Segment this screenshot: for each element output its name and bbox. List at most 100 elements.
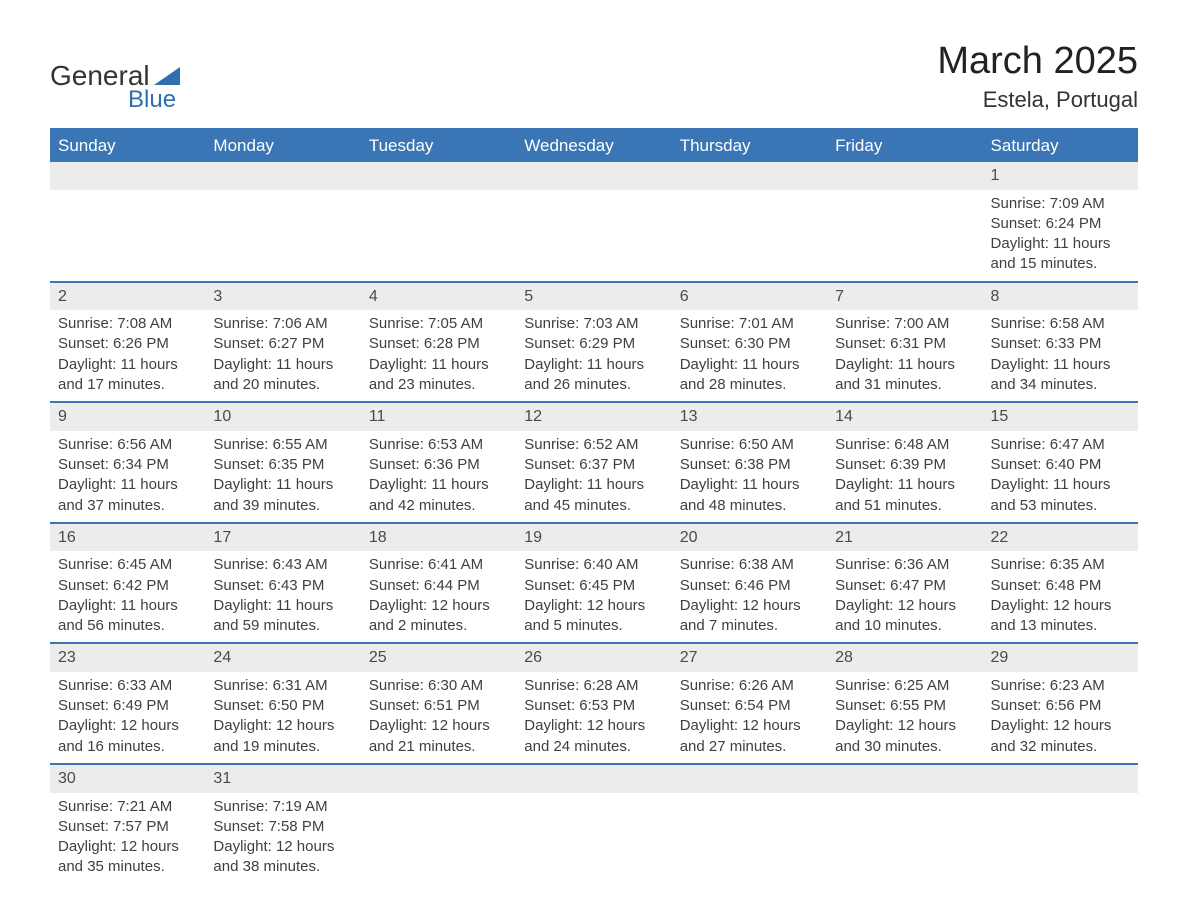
day-detail-cell: Sunrise: 6:23 AMSunset: 6:56 PMDaylight:… bbox=[983, 672, 1138, 764]
sunset-line: Sunset: 6:44 PM bbox=[369, 576, 508, 596]
sunset-line: Sunset: 6:56 PM bbox=[991, 696, 1130, 716]
daylight-line: Daylight: 12 hours and 5 minutes. bbox=[524, 596, 663, 637]
sunrise-line: Sunrise: 6:31 AM bbox=[213, 676, 352, 696]
sunrise-line: Sunrise: 6:47 AM bbox=[991, 435, 1130, 455]
daylight-line: Daylight: 11 hours and 23 minutes. bbox=[369, 355, 508, 396]
empty-detail-cell bbox=[361, 190, 516, 282]
daylight-line: Daylight: 12 hours and 19 minutes. bbox=[213, 716, 352, 757]
daynum-row: 1 bbox=[50, 162, 1138, 190]
empty-detail-cell bbox=[205, 190, 360, 282]
daylight-line: Daylight: 11 hours and 39 minutes. bbox=[213, 475, 352, 516]
day-number-cell: 19 bbox=[516, 523, 671, 552]
logo-word-blue: Blue bbox=[128, 86, 180, 114]
day-number-cell: 23 bbox=[50, 643, 205, 672]
daylight-line: Daylight: 11 hours and 15 minutes. bbox=[991, 234, 1130, 275]
sunrise-line: Sunrise: 6:52 AM bbox=[524, 435, 663, 455]
weekday-row: SundayMondayTuesdayWednesdayThursdayFrid… bbox=[50, 129, 1138, 162]
daylight-line: Daylight: 11 hours and 42 minutes. bbox=[369, 475, 508, 516]
empty-cell bbox=[516, 764, 671, 793]
sunset-line: Sunset: 6:45 PM bbox=[524, 576, 663, 596]
sunrise-line: Sunrise: 7:08 AM bbox=[58, 314, 197, 334]
day-number-cell: 26 bbox=[516, 643, 671, 672]
day-detail-cell: Sunrise: 6:35 AMSunset: 6:48 PMDaylight:… bbox=[983, 551, 1138, 643]
sunrise-line: Sunrise: 6:50 AM bbox=[680, 435, 819, 455]
day-detail-cell: Sunrise: 6:45 AMSunset: 6:42 PMDaylight:… bbox=[50, 551, 205, 643]
sunrise-line: Sunrise: 7:03 AM bbox=[524, 314, 663, 334]
empty-cell bbox=[672, 162, 827, 190]
day-detail-cell: Sunrise: 6:28 AMSunset: 6:53 PMDaylight:… bbox=[516, 672, 671, 764]
detail-row: Sunrise: 7:21 AMSunset: 7:57 PMDaylight:… bbox=[50, 793, 1138, 884]
day-detail-cell: Sunrise: 6:33 AMSunset: 6:49 PMDaylight:… bbox=[50, 672, 205, 764]
empty-cell bbox=[827, 764, 982, 793]
day-detail-cell: Sunrise: 6:58 AMSunset: 6:33 PMDaylight:… bbox=[983, 310, 1138, 402]
sunset-line: Sunset: 6:35 PM bbox=[213, 455, 352, 475]
empty-cell bbox=[205, 162, 360, 190]
sunset-line: Sunset: 6:34 PM bbox=[58, 455, 197, 475]
sunrise-line: Sunrise: 6:30 AM bbox=[369, 676, 508, 696]
daylight-line: Daylight: 12 hours and 30 minutes. bbox=[835, 716, 974, 757]
day-number-cell: 16 bbox=[50, 523, 205, 552]
day-detail-cell: Sunrise: 6:55 AMSunset: 6:35 PMDaylight:… bbox=[205, 431, 360, 523]
empty-detail-cell bbox=[516, 793, 671, 884]
day-detail-cell: Sunrise: 7:00 AMSunset: 6:31 PMDaylight:… bbox=[827, 310, 982, 402]
detail-row: Sunrise: 6:45 AMSunset: 6:42 PMDaylight:… bbox=[50, 551, 1138, 643]
sunset-line: Sunset: 6:28 PM bbox=[369, 334, 508, 354]
day-number-cell: 18 bbox=[361, 523, 516, 552]
sunset-line: Sunset: 6:31 PM bbox=[835, 334, 974, 354]
sunset-line: Sunset: 6:47 PM bbox=[835, 576, 974, 596]
day-detail-cell: Sunrise: 6:36 AMSunset: 6:47 PMDaylight:… bbox=[827, 551, 982, 643]
day-detail-cell: Sunrise: 6:56 AMSunset: 6:34 PMDaylight:… bbox=[50, 431, 205, 523]
empty-detail-cell bbox=[827, 190, 982, 282]
day-number-cell: 1 bbox=[983, 162, 1138, 190]
sunset-line: Sunset: 6:30 PM bbox=[680, 334, 819, 354]
day-number-cell: 30 bbox=[50, 764, 205, 793]
daylight-line: Daylight: 12 hours and 13 minutes. bbox=[991, 596, 1130, 637]
day-number-cell: 13 bbox=[672, 402, 827, 431]
daylight-line: Daylight: 12 hours and 10 minutes. bbox=[835, 596, 974, 637]
sunset-line: Sunset: 6:40 PM bbox=[991, 455, 1130, 475]
day-number-cell: 7 bbox=[827, 282, 982, 311]
sunset-line: Sunset: 6:53 PM bbox=[524, 696, 663, 716]
sunrise-line: Sunrise: 6:53 AM bbox=[369, 435, 508, 455]
daylight-line: Daylight: 11 hours and 37 minutes. bbox=[58, 475, 197, 516]
day-number-cell: 27 bbox=[672, 643, 827, 672]
daylight-line: Daylight: 12 hours and 27 minutes. bbox=[680, 716, 819, 757]
sunset-line: Sunset: 6:38 PM bbox=[680, 455, 819, 475]
empty-detail-cell bbox=[361, 793, 516, 884]
daynum-row: 3031 bbox=[50, 764, 1138, 793]
day-detail-cell: Sunrise: 6:38 AMSunset: 6:46 PMDaylight:… bbox=[672, 551, 827, 643]
day-number-cell: 2 bbox=[50, 282, 205, 311]
day-detail-cell: Sunrise: 7:03 AMSunset: 6:29 PMDaylight:… bbox=[516, 310, 671, 402]
sunset-line: Sunset: 6:55 PM bbox=[835, 696, 974, 716]
sunset-line: Sunset: 6:49 PM bbox=[58, 696, 197, 716]
sunset-line: Sunset: 6:36 PM bbox=[369, 455, 508, 475]
daylight-line: Daylight: 11 hours and 56 minutes. bbox=[58, 596, 197, 637]
sunset-line: Sunset: 7:57 PM bbox=[58, 817, 197, 837]
day-number-cell: 4 bbox=[361, 282, 516, 311]
day-number-cell: 24 bbox=[205, 643, 360, 672]
day-detail-cell: Sunrise: 7:21 AMSunset: 7:57 PMDaylight:… bbox=[50, 793, 205, 884]
day-detail-cell: Sunrise: 7:08 AMSunset: 6:26 PMDaylight:… bbox=[50, 310, 205, 402]
day-detail-cell: Sunrise: 7:05 AMSunset: 6:28 PMDaylight:… bbox=[361, 310, 516, 402]
day-detail-cell: Sunrise: 7:06 AMSunset: 6:27 PMDaylight:… bbox=[205, 310, 360, 402]
day-number-cell: 11 bbox=[361, 402, 516, 431]
sunset-line: Sunset: 6:37 PM bbox=[524, 455, 663, 475]
weekday-header: Thursday bbox=[672, 129, 827, 162]
sunrise-line: Sunrise: 7:06 AM bbox=[213, 314, 352, 334]
weekday-header: Saturday bbox=[983, 129, 1138, 162]
daylight-line: Daylight: 11 hours and 17 minutes. bbox=[58, 355, 197, 396]
day-detail-cell: Sunrise: 6:30 AMSunset: 6:51 PMDaylight:… bbox=[361, 672, 516, 764]
day-number-cell: 9 bbox=[50, 402, 205, 431]
detail-row: Sunrise: 6:33 AMSunset: 6:49 PMDaylight:… bbox=[50, 672, 1138, 764]
day-number-cell: 20 bbox=[672, 523, 827, 552]
day-detail-cell: Sunrise: 6:25 AMSunset: 6:55 PMDaylight:… bbox=[827, 672, 982, 764]
sunset-line: Sunset: 6:48 PM bbox=[991, 576, 1130, 596]
sunrise-line: Sunrise: 6:38 AM bbox=[680, 555, 819, 575]
empty-detail-cell bbox=[672, 190, 827, 282]
day-detail-cell: Sunrise: 6:26 AMSunset: 6:54 PMDaylight:… bbox=[672, 672, 827, 764]
logo-triangle-icon bbox=[154, 67, 180, 85]
sunrise-line: Sunrise: 6:43 AM bbox=[213, 555, 352, 575]
sunset-line: Sunset: 6:50 PM bbox=[213, 696, 352, 716]
day-detail-cell: Sunrise: 6:53 AMSunset: 6:36 PMDaylight:… bbox=[361, 431, 516, 523]
day-detail-cell: Sunrise: 7:09 AMSunset: 6:24 PMDaylight:… bbox=[983, 190, 1138, 282]
